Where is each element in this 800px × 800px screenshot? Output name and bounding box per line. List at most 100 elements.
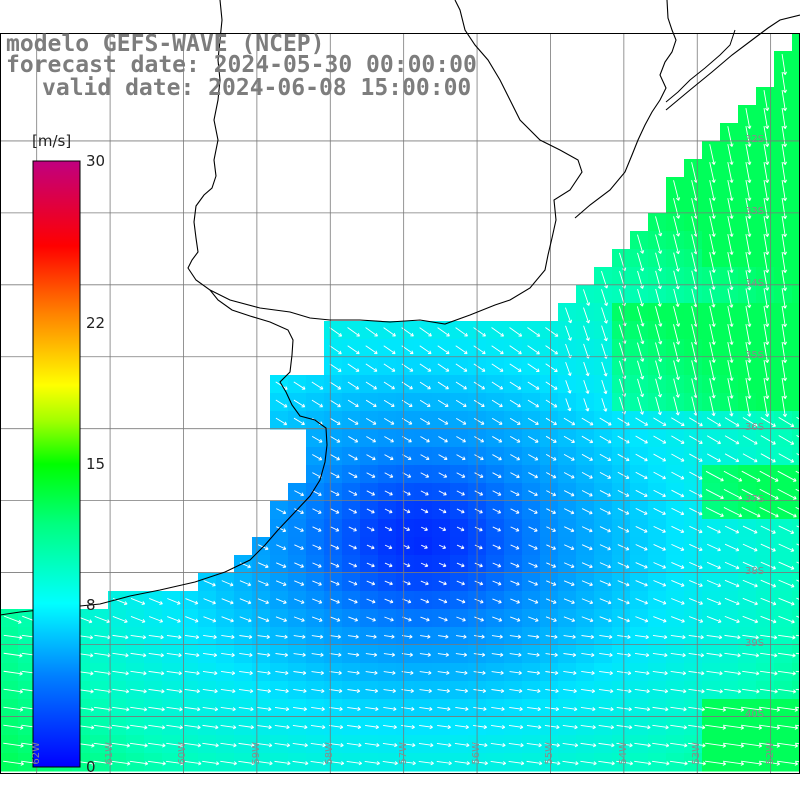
wind-arrow — [688, 724, 706, 730]
wind-arrow — [635, 507, 648, 515]
wind-arrow — [166, 634, 182, 640]
wind-arrow — [474, 580, 484, 586]
wind-cell — [792, 483, 800, 502]
wind-arrow — [184, 724, 201, 730]
wind-arrow — [727, 198, 734, 219]
wind-arrow — [456, 472, 466, 478]
wind-arrow — [292, 742, 308, 748]
wind-arrow — [563, 580, 575, 587]
wind-arrow — [705, 507, 724, 517]
wind-arrow — [763, 396, 770, 417]
wind-arrow — [347, 652, 360, 657]
wind-arrow — [492, 490, 502, 496]
wind-arrow — [760, 417, 776, 427]
wind-arrow — [763, 360, 770, 381]
wind-arrow — [528, 490, 538, 497]
wind-arrow — [328, 760, 345, 766]
wind-arrow — [402, 544, 410, 549]
wind-arrow — [437, 363, 450, 372]
wind-arrow — [652, 688, 669, 694]
wind-arrow — [673, 378, 680, 398]
wind-arrow — [546, 562, 557, 568]
wind-arrow — [724, 435, 740, 445]
wind-arrow — [221, 598, 234, 605]
wind-arrow — [583, 289, 591, 306]
wind-arrow — [238, 688, 254, 694]
wind-arrow — [564, 526, 575, 533]
wind-arrow — [365, 706, 379, 712]
wind-arrow — [527, 616, 539, 622]
wind-arrow — [763, 306, 770, 327]
wind-arrow — [689, 579, 703, 587]
wind-arrow — [454, 742, 470, 748]
wind-arrow — [492, 580, 502, 586]
wind-arrow — [562, 760, 579, 766]
wind-arrow — [491, 381, 504, 390]
wind-arrow — [727, 324, 734, 345]
wind-arrow — [727, 396, 734, 417]
wind-arrow — [383, 399, 395, 407]
wind-arrow — [366, 580, 376, 586]
wind-arrow — [745, 126, 752, 147]
wind-arrow — [727, 216, 734, 237]
wind-arrow — [673, 396, 680, 416]
wind-arrow — [384, 436, 394, 443]
colorbar-tick-0: 0 — [86, 758, 96, 776]
wind-arrow — [778, 453, 795, 463]
wind-arrow — [745, 270, 752, 291]
wind-arrow — [293, 706, 308, 712]
wind-arrow — [598, 688, 614, 694]
wind-arrow — [580, 706, 596, 712]
wind-arrow — [366, 490, 376, 496]
wind-arrow — [599, 562, 612, 569]
wind-arrow — [544, 760, 561, 766]
wind-arrow — [741, 706, 763, 712]
wind-arrow — [256, 724, 272, 730]
wind-arrow — [130, 688, 147, 694]
colorbar-tick-15: 15 — [86, 455, 106, 473]
wind-arrow — [778, 417, 795, 428]
wind-arrow — [745, 162, 752, 183]
wind-arrow — [311, 688, 325, 694]
wind-arrow — [221, 634, 235, 640]
wind-arrow — [617, 508, 630, 515]
wind-arrow — [293, 616, 305, 622]
wind-arrow — [455, 688, 469, 693]
wind-arrow — [366, 436, 377, 443]
wind-arrow — [706, 670, 723, 676]
wind-arrow — [599, 598, 612, 605]
wind-arrow — [705, 760, 727, 766]
wind-arrow — [545, 435, 557, 443]
wind-arrow — [203, 598, 216, 605]
wind-arrow — [706, 688, 723, 694]
wind-arrow — [329, 706, 343, 712]
wind-arrow — [329, 688, 343, 693]
wind-arrow — [491, 634, 503, 639]
wind-arrow — [202, 760, 220, 766]
wind-arrow — [705, 724, 727, 730]
wind-arrow — [760, 597, 777, 606]
wind-arrow — [795, 742, 800, 745]
wind-arrow — [563, 453, 575, 461]
wind-arrow — [671, 580, 685, 587]
map-grid — [0, 33, 800, 774]
wind-arrow — [723, 760, 745, 766]
wind-arrow — [383, 652, 396, 657]
wind-arrow — [781, 162, 787, 184]
wind-arrow — [510, 490, 520, 496]
wind-arrow — [311, 634, 324, 639]
wind-arrow — [348, 436, 359, 443]
wind-cell — [792, 249, 800, 268]
wind-arrow — [112, 634, 129, 640]
wind-arrow — [778, 525, 795, 534]
wind-arrow — [563, 688, 577, 694]
wind-arrow — [706, 435, 722, 445]
wind-arrow — [294, 562, 304, 568]
wind-arrow — [705, 470, 724, 482]
wind-cell — [792, 321, 800, 340]
wind-arrow — [3, 742, 24, 748]
wind-arrow — [491, 670, 504, 675]
wind-arrow — [3, 724, 24, 730]
wind-cell — [792, 411, 800, 430]
